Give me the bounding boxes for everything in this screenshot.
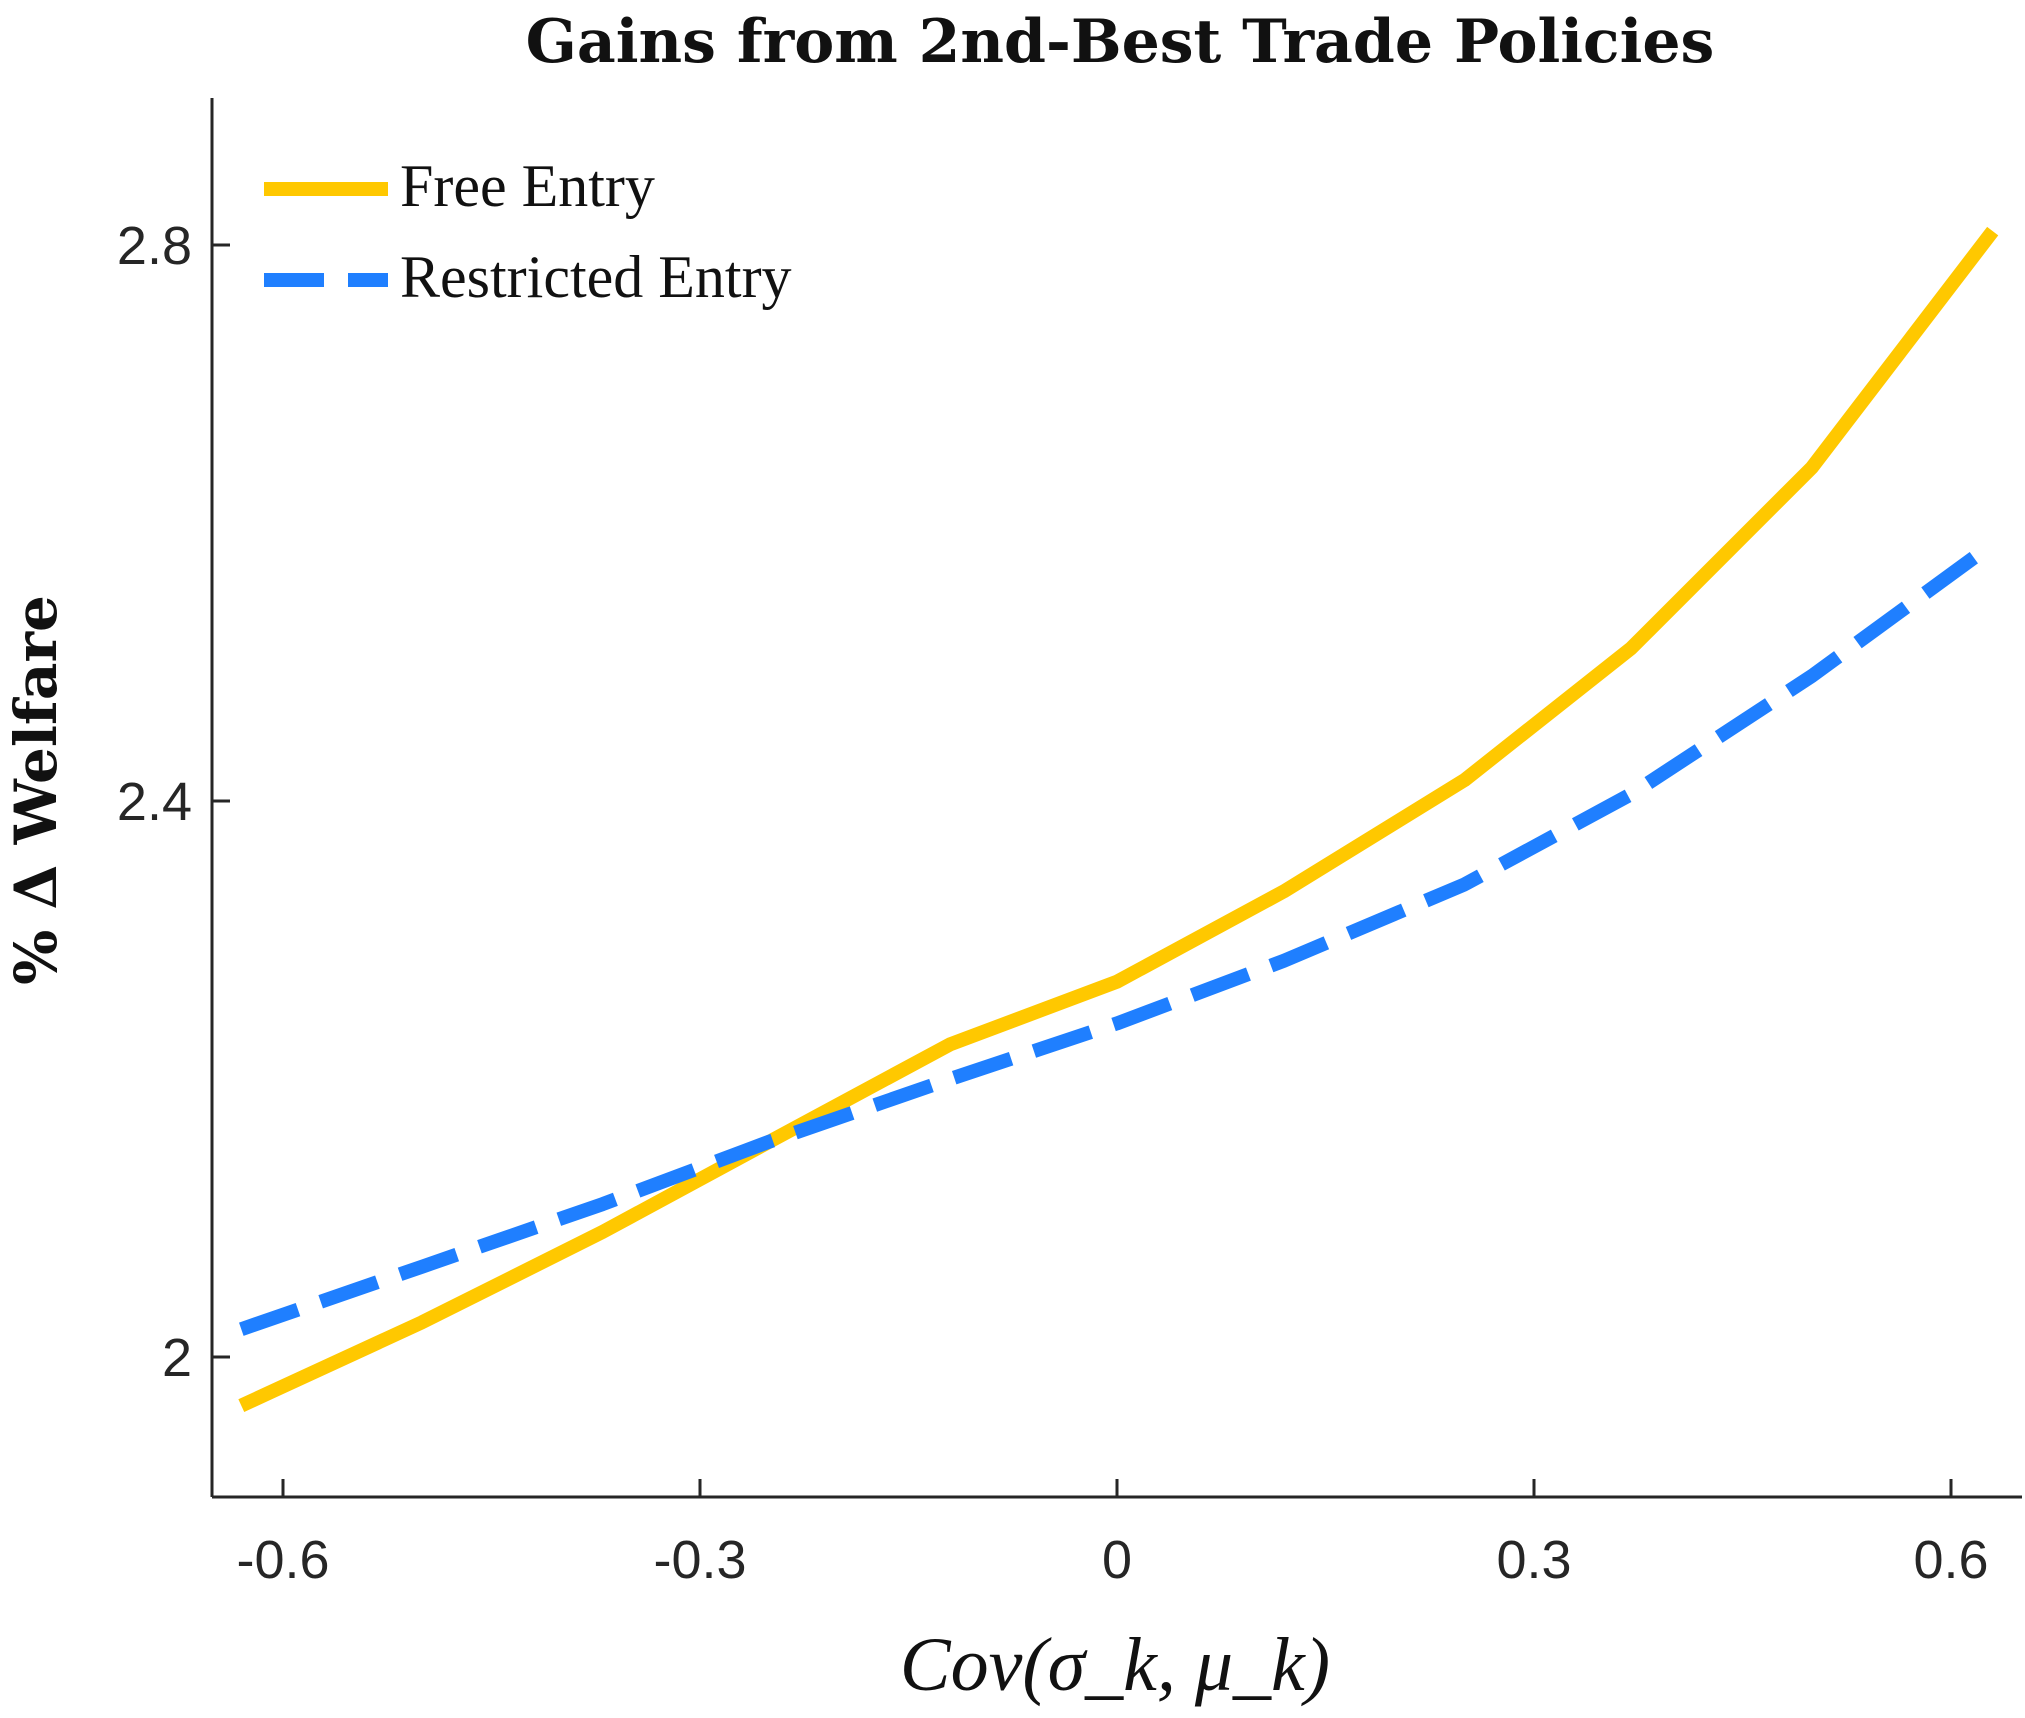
x-tick-label: 0.3 bbox=[1496, 1530, 1571, 1590]
x-axis-label: Cov(σ_k, μ_k) bbox=[900, 1623, 1330, 1707]
legend-label-free-entry: Free Entry bbox=[400, 153, 655, 219]
data-series bbox=[238, 226, 1999, 1412]
y-tick-label: 2.8 bbox=[117, 216, 192, 276]
x-tick-label: -0.6 bbox=[236, 1530, 329, 1590]
y-tick-label: 2.4 bbox=[117, 772, 192, 832]
x-tick-label: 0.6 bbox=[1913, 1530, 1988, 1590]
series-line-free-entry bbox=[238, 226, 1999, 1412]
tick-marks: -0.6 -0.3 0 0.3 0.6 2 2.4 2.8 bbox=[117, 216, 1989, 1590]
legend-label-restricted-entry: Restricted Entry bbox=[400, 244, 792, 310]
y-axis-label: % Δ Welfare bbox=[2, 595, 70, 985]
chart-title: Gains from 2nd-Best Trade Policies bbox=[526, 7, 1715, 77]
series-line-restricted-entry bbox=[239, 538, 1997, 1336]
legend: Free Entry Restricted Entry bbox=[264, 153, 792, 310]
y-tick-label: 2 bbox=[162, 1328, 192, 1388]
x-tick-label: 0 bbox=[1102, 1530, 1132, 1590]
x-tick-label: -0.3 bbox=[653, 1530, 746, 1590]
